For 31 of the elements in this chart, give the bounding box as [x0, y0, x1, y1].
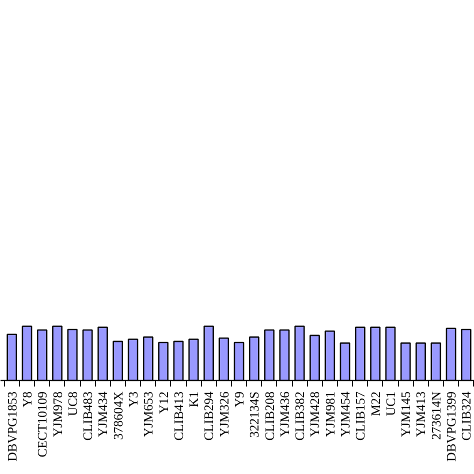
x-tick-label: YJM326	[216, 391, 232, 438]
x-tick-label: YJM436	[276, 391, 292, 438]
x-tick-label: DBVPG1399	[444, 391, 459, 462]
x-tick-label: Y12	[156, 392, 171, 414]
x-tick-label: Y9	[232, 392, 247, 408]
x-tick-label: YJM653	[140, 391, 156, 438]
x-tick-label: CLIB324	[458, 391, 474, 441]
x-tick-label: Y3	[126, 392, 141, 408]
x-tick-label: CLIB208	[262, 391, 277, 441]
x-tick-label: YJM428	[307, 391, 322, 438]
x-tick-label: CLIB294	[201, 391, 216, 441]
x-tick-label: CLIB413	[170, 391, 186, 441]
x-tick-label: UC8	[64, 391, 80, 416]
x-tick-label: UC1	[382, 391, 398, 416]
x-tick-label: YJM434	[95, 391, 110, 438]
x-tick-label: YJM981	[322, 391, 338, 438]
x-tick-label: DBVPG1853	[4, 391, 20, 462]
x-tick-label: CLIB157	[352, 391, 368, 441]
x-tick-label: CLIB382	[292, 391, 308, 441]
x-tick-label: 378604X	[110, 390, 126, 440]
x-tick-label: 322134S	[246, 391, 262, 438]
x-tick-label: M22	[368, 391, 383, 416]
x-tick-label: CECT10109	[34, 391, 50, 458]
x-tick-label: 273614N	[428, 390, 444, 440]
x-tick-label: CLIB483	[80, 391, 96, 441]
x-tick-label: YJM454	[338, 391, 353, 438]
x-tick-label: Y8	[20, 392, 34, 408]
x-tick-label: YJM145	[398, 391, 414, 438]
x-tick-label: YJM978	[50, 391, 65, 438]
x-tick-label: K1	[186, 392, 202, 408]
x-tick-label: YJM413	[413, 391, 428, 438]
